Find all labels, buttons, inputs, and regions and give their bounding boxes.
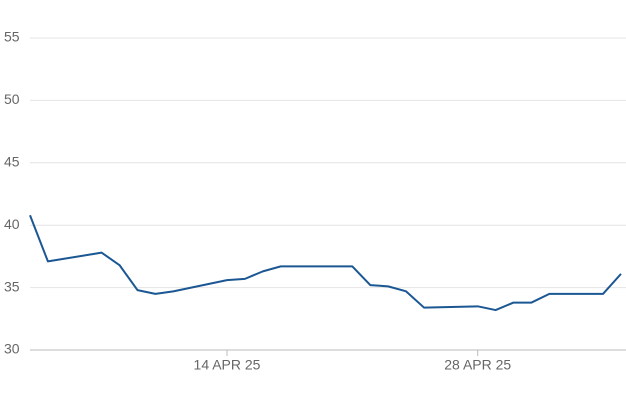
y-tick-label: 35: [4, 278, 20, 294]
y-tick-label: 55: [4, 29, 20, 45]
x-tick-label: 14 APR 25: [194, 357, 261, 373]
x-tick-label: 28 APR 25: [444, 357, 511, 373]
y-tick-label: 45: [4, 154, 20, 170]
y-tick-label: 30: [4, 341, 20, 357]
y-tick-label: 40: [4, 216, 20, 232]
line-series: [29, 214, 622, 312]
y-tick-label: 50: [4, 91, 20, 107]
